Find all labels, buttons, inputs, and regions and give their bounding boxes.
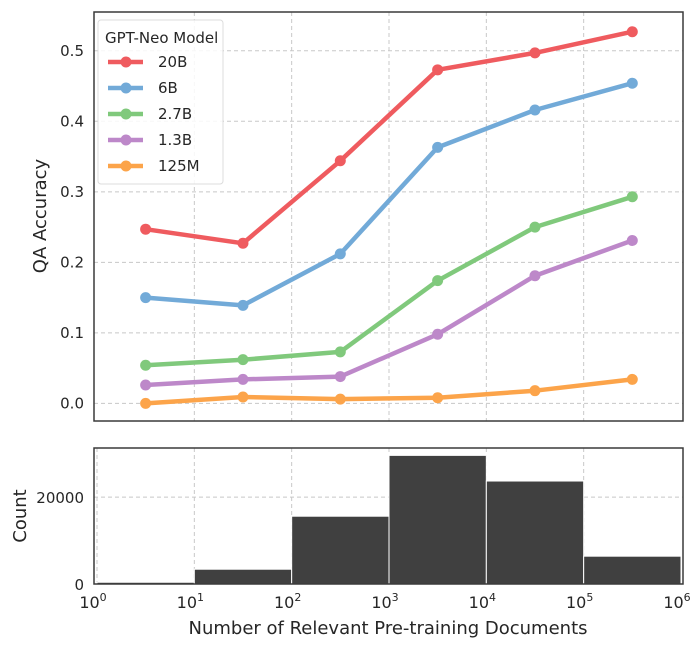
legend-item: 2.7B [108,105,192,123]
legend-marker [120,108,132,120]
legend-label: 1.3B [158,131,192,149]
histogram-bar [485,480,585,585]
y-tick-label: 0.1 [60,324,84,342]
data-point [529,47,541,59]
series-1.3B [140,234,638,391]
x-tick-label: 103 [371,591,398,612]
series-line [145,29,633,246]
data-point [140,359,152,371]
y-tick-label: 0.2 [60,253,84,271]
y-tick-label: 0.0 [60,394,84,412]
data-point [237,391,249,403]
data-point [626,191,638,203]
data-point [140,292,152,304]
x-tick-label: 100 [79,591,106,612]
x-tick-label: 104 [469,591,496,612]
series-line [145,194,633,368]
series-line [145,377,633,406]
bottom-axes-frame [93,447,684,585]
legend-label: 20B [158,53,187,71]
legend-item: 1.3B [108,131,192,149]
bottom-y-axis-label: Count [10,489,31,542]
data-point [432,64,444,76]
data-point [334,346,346,358]
legend-label: 6B [158,79,178,97]
histogram-bar [388,454,487,585]
data-point [237,299,249,311]
legend-marker [120,82,132,94]
data-point [334,393,346,405]
legend-label: 2.7B [158,105,192,123]
data-point [140,379,152,391]
series-line [145,238,634,388]
data-point [432,275,444,287]
data-point [237,354,249,366]
y-tick-label: 0.4 [60,112,84,130]
histogram-bar [193,568,293,585]
y-tick-label: 0.5 [60,42,84,60]
legend-item: 125M [108,157,200,175]
data-point [334,371,346,383]
data-point [432,328,444,340]
series-6B [140,77,638,311]
legend-item: 20B [108,53,187,71]
bottom-x-ticks: 100 101 102 103 104 105 106 [79,591,690,612]
data-point [626,77,638,89]
top-axes-frame [93,11,684,422]
x-tick-label: 105 [566,591,593,612]
top-y-axis-label: QA Accuracy [30,158,51,273]
series-2.7B [140,191,638,371]
x-axis-label: Number of Relevant Pre-training Document… [188,618,587,639]
y-tick-label: 0 [74,576,84,594]
y-tick-label: 20000 [36,489,84,507]
top-series [140,26,638,409]
x-tick-label: 102 [274,591,301,612]
data-point [334,155,346,167]
data-point [237,237,249,249]
data-point [529,385,541,397]
data-point [529,104,541,116]
data-point [140,397,152,409]
legend-label: 125M [158,157,200,175]
bottom-y-ticks: 0 20000 [36,489,84,594]
data-point [237,373,249,385]
legend: GPT-Neo Model 20B 6B 2.7B 1.3B 125M [97,19,224,185]
legend-marker [120,134,132,146]
data-point [626,234,638,246]
y-tick-label: 0.3 [60,183,84,201]
data-point [432,392,444,404]
x-tick-label: 106 [663,591,690,612]
histogram-bar [291,515,390,585]
legend-item: 6B [108,79,178,97]
series-125M [140,373,638,409]
legend-marker [120,56,132,68]
histogram-bar [583,555,682,585]
data-point [626,373,638,385]
data-point [626,26,638,38]
data-point [140,223,152,235]
legend-marker [120,160,132,172]
series-20B [140,26,638,249]
data-point [529,270,541,282]
data-point [432,141,444,153]
legend-title: GPT-Neo Model [105,29,218,47]
data-point [334,248,346,260]
x-tick-label: 101 [177,591,204,612]
series-line [145,81,633,308]
top-y-ticks: 0.0 0.1 0.2 0.3 0.4 0.5 [60,42,84,413]
data-point [529,221,541,233]
histogram-bars [96,454,682,585]
